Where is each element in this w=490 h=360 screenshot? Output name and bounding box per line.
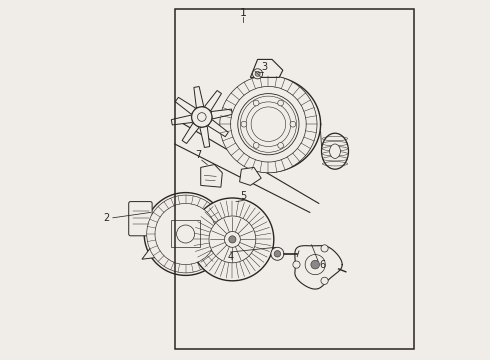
Polygon shape xyxy=(204,90,221,111)
Circle shape xyxy=(241,121,247,127)
Polygon shape xyxy=(182,123,199,144)
Circle shape xyxy=(238,94,299,155)
Polygon shape xyxy=(240,167,261,185)
Circle shape xyxy=(191,198,274,281)
Ellipse shape xyxy=(330,144,341,158)
Circle shape xyxy=(176,225,195,243)
Circle shape xyxy=(192,107,212,127)
Circle shape xyxy=(255,71,260,76)
Polygon shape xyxy=(224,76,320,172)
Polygon shape xyxy=(200,126,210,148)
Polygon shape xyxy=(201,165,222,187)
Text: 2: 2 xyxy=(103,213,110,223)
Circle shape xyxy=(321,277,328,284)
Polygon shape xyxy=(142,248,155,259)
Circle shape xyxy=(305,255,325,275)
Circle shape xyxy=(278,143,284,148)
Circle shape xyxy=(197,113,206,121)
Text: 5: 5 xyxy=(240,191,246,201)
Circle shape xyxy=(147,195,224,273)
Polygon shape xyxy=(208,120,228,137)
Circle shape xyxy=(209,216,256,263)
Text: 1: 1 xyxy=(240,8,246,18)
Circle shape xyxy=(271,247,284,260)
Text: 4: 4 xyxy=(227,252,234,262)
Ellipse shape xyxy=(321,133,348,169)
Circle shape xyxy=(229,236,236,243)
Polygon shape xyxy=(172,115,193,125)
Text: 7: 7 xyxy=(195,150,201,160)
Circle shape xyxy=(220,76,317,173)
Polygon shape xyxy=(171,220,200,247)
Circle shape xyxy=(321,245,328,252)
Bar xyxy=(175,9,414,349)
Circle shape xyxy=(160,208,212,260)
Text: 3: 3 xyxy=(262,62,268,72)
Circle shape xyxy=(278,100,284,106)
Circle shape xyxy=(293,261,300,268)
FancyBboxPatch shape xyxy=(129,202,152,236)
Polygon shape xyxy=(216,248,229,259)
Polygon shape xyxy=(175,97,196,114)
Circle shape xyxy=(311,260,319,269)
Polygon shape xyxy=(295,246,342,289)
Text: 6: 6 xyxy=(319,260,325,270)
Polygon shape xyxy=(250,59,283,77)
Circle shape xyxy=(224,231,240,247)
Circle shape xyxy=(253,143,259,148)
Circle shape xyxy=(231,86,306,162)
Circle shape xyxy=(144,193,227,275)
Circle shape xyxy=(274,251,281,257)
Polygon shape xyxy=(194,86,204,108)
Circle shape xyxy=(290,121,296,127)
Circle shape xyxy=(155,203,216,265)
Circle shape xyxy=(253,100,259,106)
Polygon shape xyxy=(211,109,232,119)
Circle shape xyxy=(252,69,263,79)
